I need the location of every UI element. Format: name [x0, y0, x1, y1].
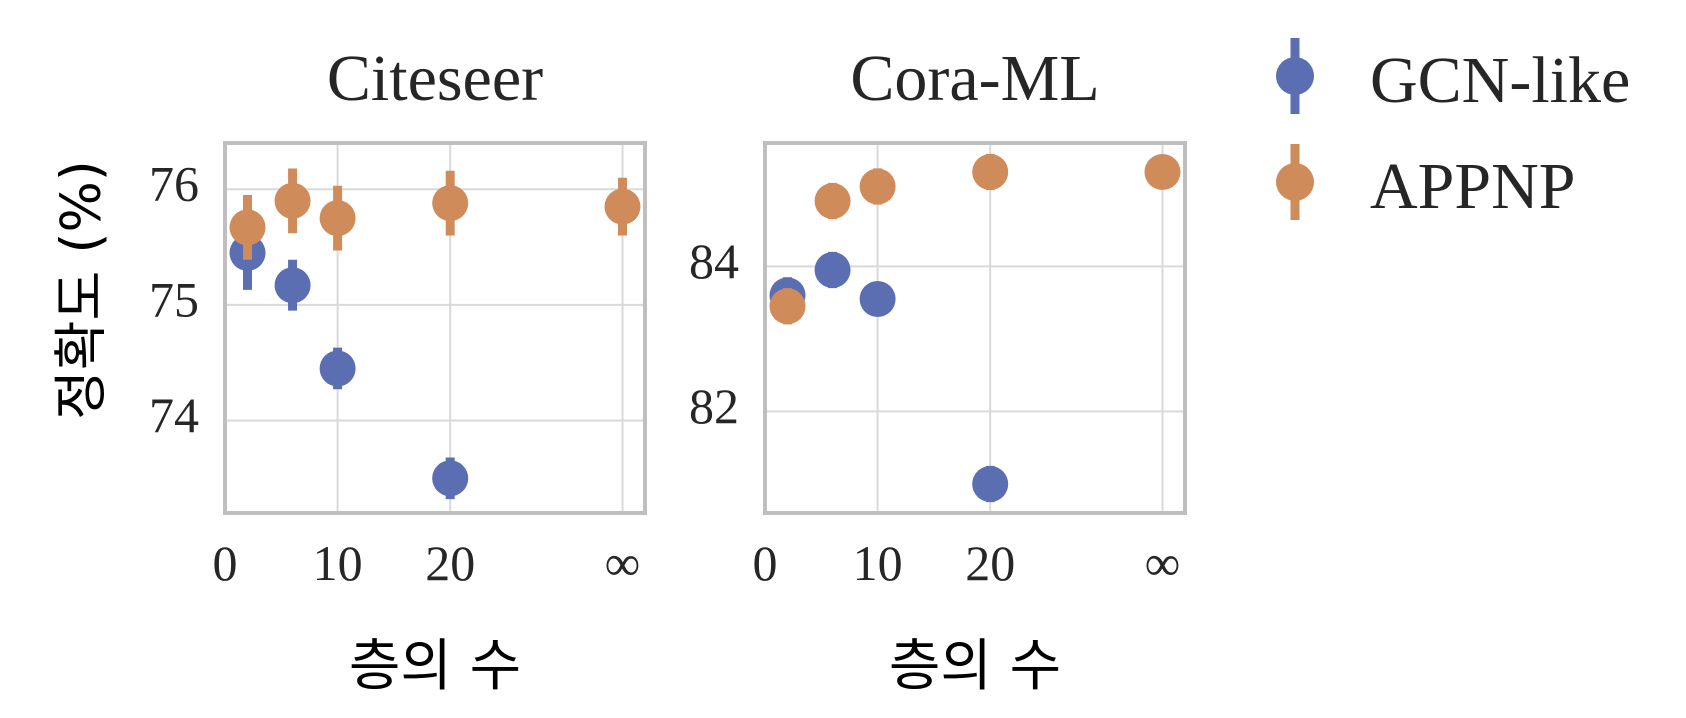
x-tick-label: 20: [425, 535, 475, 591]
gcn-like-point: [814, 251, 851, 288]
appnp-point: [769, 288, 806, 325]
cora-ml-panel: Cora-ML 82 84 0 10 20 ∞ 층의 수: [689, 42, 1187, 699]
y-tick-label: 82: [689, 378, 739, 434]
x-tick-label: 0: [213, 535, 238, 591]
plot-frame: [223, 141, 647, 515]
legend-entry-gcn-like: GCN-like: [1276, 38, 1630, 117]
plot-frame: [763, 141, 1187, 515]
legend-marker-appnp: [1276, 163, 1314, 201]
legend: GCN-like APPNP: [1276, 38, 1630, 223]
x-tick-label: 0: [753, 535, 778, 591]
gcn-like-point: [432, 460, 469, 497]
appnp-point: [859, 168, 896, 205]
appnp-point: [432, 185, 469, 222]
legend-entry-appnp: APPNP: [1276, 144, 1575, 223]
x-axis-label: 층의 수: [889, 634, 1061, 699]
appnp-point: [229, 209, 266, 246]
gcn-like-point: [972, 465, 1009, 502]
gcn-like-point: [319, 350, 356, 387]
gcn-like-point: [274, 267, 311, 304]
legend-label-gcn-like: GCN-like: [1370, 44, 1630, 117]
appnp-point: [972, 154, 1009, 191]
y-tick-label: 76: [149, 156, 199, 212]
appnp-point: [604, 188, 641, 225]
appnp-point: [814, 183, 851, 220]
x-tick-label: ∞: [1145, 535, 1181, 591]
chart-title: Citeseer: [327, 42, 543, 115]
gcn-like-point: [859, 280, 896, 317]
x-tick-label: 10: [313, 535, 363, 591]
y-tick-label: 75: [149, 271, 199, 327]
legend-label-appnp: APPNP: [1370, 150, 1575, 223]
x-axis-label: 층의 수: [349, 634, 521, 699]
appnp-point: [319, 200, 356, 237]
x-tick-label: 20: [965, 535, 1015, 591]
x-tick-label: 10: [853, 535, 903, 591]
y-tick-label: 74: [149, 387, 199, 443]
x-tick-label: ∞: [605, 535, 641, 591]
legend-marker-gcn-like: [1276, 57, 1314, 95]
appnp-point: [1144, 154, 1181, 191]
chart-title: Cora-ML: [850, 42, 1099, 115]
appnp-point: [274, 182, 311, 219]
citeseer-panel: Citeseer 74 75 76 0 10 20 ∞ 층의 수: [149, 42, 647, 699]
y-axis-label: 정확도 (%): [50, 160, 113, 420]
y-tick-label: 84: [689, 233, 739, 289]
